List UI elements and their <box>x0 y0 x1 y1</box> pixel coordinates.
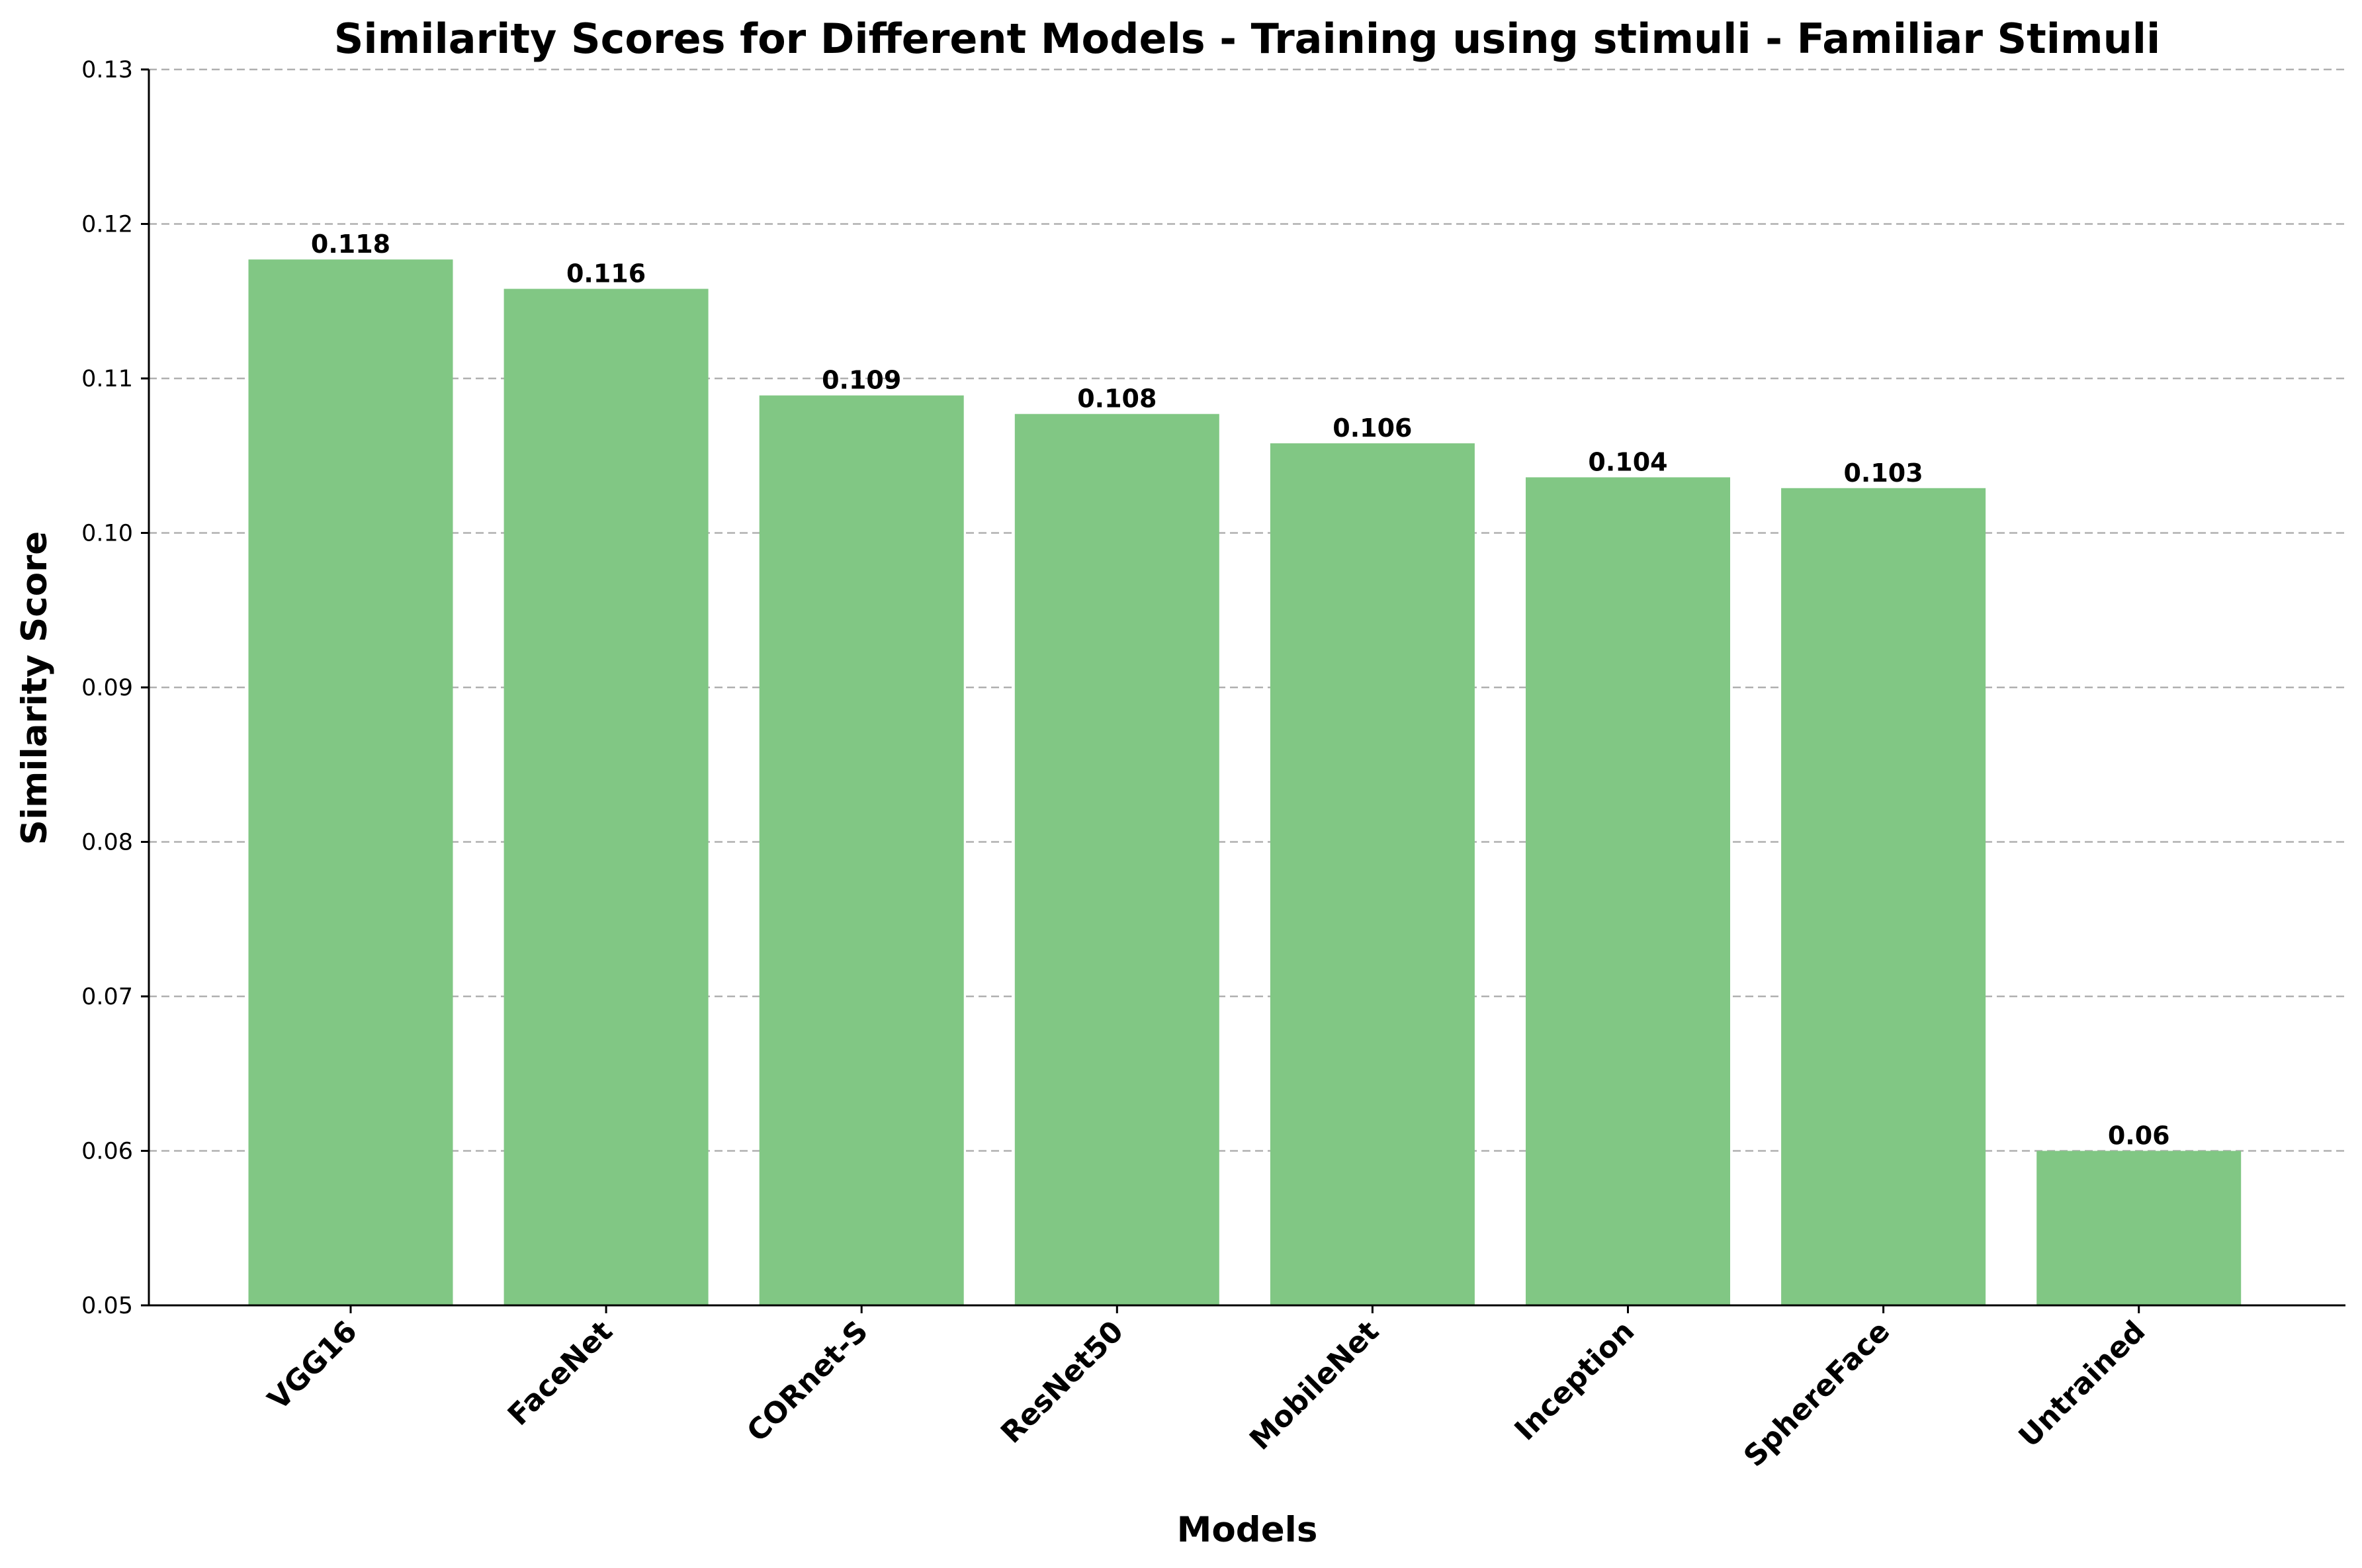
x-tick-label: FaceNet <box>502 1315 619 1432</box>
bar-resnet50 <box>1014 414 1219 1305</box>
y-tick-label: 0.11 <box>81 366 133 392</box>
x-tick-label: CORnet-S <box>740 1315 875 1449</box>
x-tick-label: ResNet50 <box>994 1315 1130 1450</box>
y-tick-label: 0.06 <box>81 1139 133 1165</box>
x-ticks: VGG16 FaceNet CORnet-S ResNet50 MobileNet Inc… <box>261 1305 2152 1473</box>
data-labels: 0.118 0.116 0.109 0.108 0.106 0.104 0.103 0.06 <box>311 230 2170 1150</box>
data-label: 0.108 <box>1077 384 1157 414</box>
y-tick-label: 0.05 <box>81 1293 133 1319</box>
data-label: 0.103 <box>1843 458 1923 488</box>
x-tick-label: MobileNet <box>1243 1315 1385 1457</box>
grid-lines <box>149 68 2345 1152</box>
bars <box>248 259 2242 1306</box>
data-label: 0.104 <box>1588 447 1667 476</box>
y-tick-label: 0.13 <box>81 57 133 83</box>
y-axis-label: Similarity Score <box>15 531 55 845</box>
y-tick-label: 0.12 <box>81 212 133 238</box>
x-axis-label: Models <box>1177 1510 1318 1550</box>
x-tick-label: VGG16 <box>261 1315 364 1417</box>
bar-cornet-s <box>759 395 964 1305</box>
data-label: 0.109 <box>822 366 901 395</box>
bar-sphereface <box>1781 488 1986 1306</box>
x-tick-label: Untrained <box>2013 1315 2152 1454</box>
y-tick-label: 0.10 <box>81 521 133 547</box>
bar-untrained <box>2036 1151 2242 1305</box>
bar-inception <box>1526 477 1730 1306</box>
data-label: 0.118 <box>311 230 390 259</box>
data-label: 0.06 <box>2108 1121 2170 1151</box>
x-tick-label: SphereFace <box>1737 1315 1896 1473</box>
bar-facenet <box>503 288 709 1305</box>
data-label: 0.106 <box>1333 414 1412 443</box>
bar-mobilenet <box>1270 443 1475 1305</box>
x-tick-label: Inception <box>1509 1315 1641 1448</box>
bar-vgg16 <box>248 259 453 1306</box>
chart-title: Similarity Scores for Different Models -… <box>334 15 2161 63</box>
data-label: 0.116 <box>566 259 646 288</box>
y-tick-label: 0.09 <box>81 675 133 701</box>
y-tick-label: 0.07 <box>81 984 133 1010</box>
y-ticks: 0.05 0.06 0.07 0.08 0.09 0.10 0.11 0.12 0.13 <box>81 57 149 1319</box>
y-tick-label: 0.08 <box>81 830 133 856</box>
